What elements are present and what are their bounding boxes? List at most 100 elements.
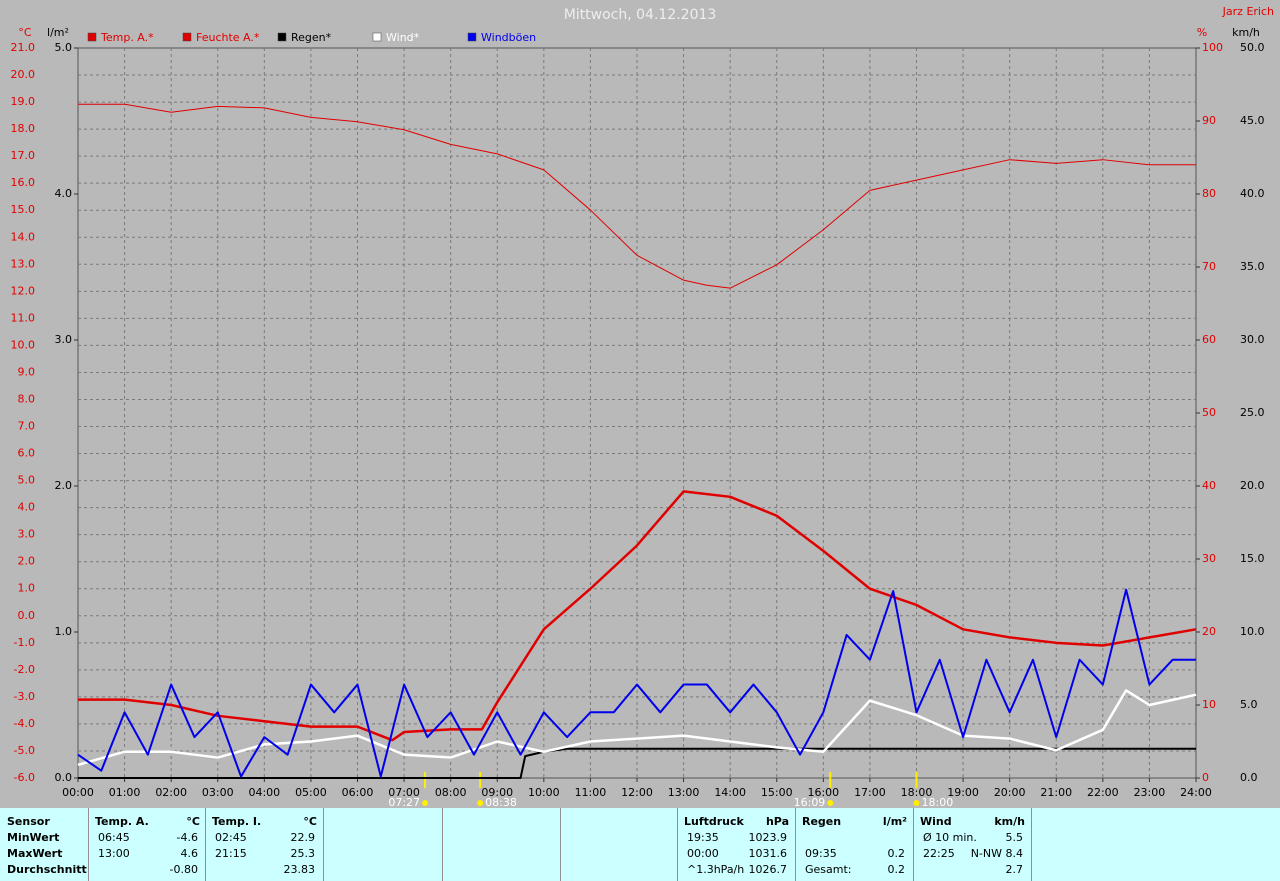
y-tick-label: -2.0 — [14, 663, 35, 676]
y4-tick-label: 45.0 — [1240, 114, 1265, 127]
column-divider — [205, 808, 206, 881]
x-tick-label: 11:00 — [575, 786, 607, 799]
chart: Mittwoch, 04.12.2013 Jarz Erich °C l/m² … — [11, 5, 1275, 808]
annotation-label: 07:27 — [388, 796, 420, 808]
row-label: Sensor — [7, 815, 50, 828]
y-tick-label: 19.0 — [11, 95, 36, 108]
x-tick-label: 05:00 — [295, 786, 327, 799]
x-tick-label: 04:00 — [248, 786, 280, 799]
row-label: MinWert — [7, 831, 60, 844]
legend-label: Temp. A.* — [100, 31, 154, 44]
y-tick-label: 7.0 — [18, 420, 36, 433]
legend-swatch — [182, 32, 192, 42]
block-title: Regen — [802, 815, 842, 828]
stat-label: Gesamt: — [805, 863, 852, 876]
y2-tick-label: 5.0 — [55, 41, 73, 54]
block-title: Temp. A. — [95, 815, 149, 828]
x-tick-label: 16:00 — [807, 786, 839, 799]
block-unit: km/h — [994, 815, 1025, 828]
y-tick-label: 9.0 — [18, 365, 36, 378]
y4-tick-label: 35.0 — [1240, 260, 1265, 273]
y2-axis-unit: l/m² — [47, 26, 69, 39]
stat-label: Ø 10 min. — [923, 831, 977, 844]
block-title: Temp. I. — [212, 815, 262, 828]
y-tick-label: 3.0 — [18, 528, 36, 541]
block-unit: l/m² — [882, 815, 907, 828]
y-tick-label: 10.0 — [11, 338, 36, 351]
stat-value: 1031.6 — [748, 847, 788, 860]
stat-value: 4.6 — [180, 847, 199, 860]
annotation-label: 18:00 — [922, 796, 954, 808]
y3-tick-label: 20 — [1202, 625, 1216, 638]
annotation-icon — [827, 800, 834, 806]
legend-label: Regen* — [291, 31, 332, 44]
series-line — [78, 490, 1197, 742]
y3-tick-label: 0 — [1202, 771, 1209, 784]
column-divider — [560, 808, 561, 881]
annotation-icon — [913, 800, 920, 806]
stat-label: 09:35 — [805, 847, 837, 860]
x-tick-label: 09:00 — [481, 786, 513, 799]
stat-value: 2.7 — [1005, 863, 1024, 876]
stat-value: 23.83 — [283, 863, 316, 876]
column-divider — [677, 808, 678, 881]
y-tick-label: 12.0 — [11, 284, 36, 297]
block-unit: °C — [186, 815, 200, 828]
annotation-icon — [477, 800, 484, 806]
x-tick-label: 02:00 — [155, 786, 187, 799]
y-tick-label: 15.0 — [11, 203, 36, 216]
legend-label: Windböen — [481, 31, 536, 44]
stat-value: 0.2 — [887, 847, 906, 860]
x-tick-label: 24:00 — [1180, 786, 1212, 799]
y-tick-label: 2.0 — [18, 555, 36, 568]
block-title: Luftdruck — [684, 815, 744, 828]
legend-swatch — [372, 32, 382, 42]
y2-tick-label: 3.0 — [55, 333, 73, 346]
x-tick-label: 06:00 — [342, 786, 374, 799]
y4-tick-label: 30.0 — [1240, 333, 1265, 346]
column-divider — [442, 808, 443, 881]
y3-tick-label: 40 — [1202, 479, 1216, 492]
y-tick-label: 13.0 — [11, 257, 36, 270]
stat-value: -4.6 — [176, 831, 198, 844]
y4-tick-label: 0.0 — [1240, 771, 1258, 784]
stat-value: 0.2 — [887, 863, 906, 876]
x-tick-label: 18:00 — [901, 786, 933, 799]
x-tick-label: 13:00 — [668, 786, 700, 799]
stat-label: 06:45 — [98, 831, 130, 844]
x-tick-label: 00:00 — [62, 786, 94, 799]
row-label: Durchschnitt — [7, 863, 87, 876]
legend-label: Wind* — [386, 31, 420, 44]
x-tick-label: 21:00 — [1040, 786, 1072, 799]
x-tick-label: 17:00 — [854, 786, 886, 799]
legend-label: Feuchte A.* — [196, 31, 260, 44]
y4-tick-label: 10.0 — [1240, 625, 1265, 638]
y-tick-label: 5.0 — [18, 474, 36, 487]
x-tick-label: 22:00 — [1087, 786, 1119, 799]
y4-tick-label: 40.0 — [1240, 187, 1265, 200]
legend-swatch — [467, 32, 477, 42]
legend-swatch — [87, 32, 97, 42]
y2-tick-label: 4.0 — [55, 187, 73, 200]
x-tick-label: 08:00 — [435, 786, 467, 799]
x-tick-label: 20:00 — [994, 786, 1026, 799]
stat-label: 02:45 — [215, 831, 247, 844]
annotation-label: 08:38 — [485, 796, 517, 808]
y-tick-label: 6.0 — [18, 447, 36, 460]
stat-label: 00:00 — [687, 847, 719, 860]
y-tick-label: 1.0 — [18, 582, 36, 595]
x-tick-label: 19:00 — [947, 786, 979, 799]
block-unit: °C — [303, 815, 317, 828]
y-tick-label: 14.0 — [11, 230, 36, 243]
stat-label: 22:25 — [923, 847, 955, 860]
x-tick-label: 12:00 — [621, 786, 653, 799]
y3-tick-label: 50 — [1202, 406, 1216, 419]
series-line — [77, 588, 1196, 778]
stat-value: -0.80 — [169, 863, 198, 876]
stat-label: 13:00 — [98, 847, 130, 860]
y-tick-label: -4.0 — [14, 717, 35, 730]
x-tick-label: 07:00 — [388, 786, 420, 799]
y4-tick-label: 25.0 — [1240, 406, 1265, 419]
block-title: Wind — [920, 815, 952, 828]
x-tick-label: 10:00 — [528, 786, 560, 799]
